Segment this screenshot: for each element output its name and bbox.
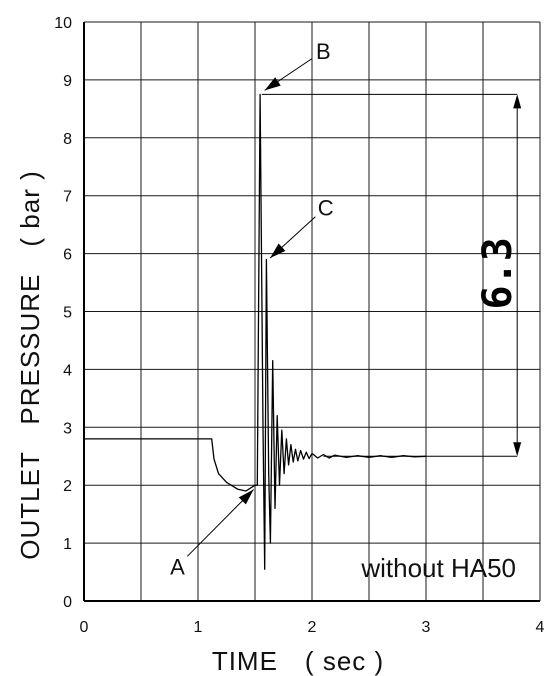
x-tick-label: 2 xyxy=(308,619,317,636)
annotation-label-a: A xyxy=(170,554,185,579)
dimension-annotation: 6.3 xyxy=(261,93,522,457)
series-line xyxy=(84,93,427,570)
dimension-arrowhead-bottom xyxy=(513,442,522,457)
annotation-label-c: C xyxy=(318,195,334,220)
y-tick-label: 3 xyxy=(63,420,72,437)
y-tick-label: 0 xyxy=(63,594,72,611)
y-tick-label: 1 xyxy=(63,536,72,553)
y-tick-label: 9 xyxy=(63,73,72,90)
point-annotations: A B C xyxy=(170,39,334,579)
x-tick-label: 4 xyxy=(536,619,544,636)
plot-frame xyxy=(83,21,541,602)
inset-label: without HA50 xyxy=(360,553,516,583)
y-tick-label: 4 xyxy=(63,362,72,379)
annotation-arrowhead-b xyxy=(264,77,281,91)
annotation-arrowhead-a xyxy=(238,489,254,505)
y-tick-label: 10 xyxy=(54,15,72,32)
x-tick-label: 3 xyxy=(422,619,431,636)
y-tick-label: 5 xyxy=(63,305,72,322)
y-tick-label: 2 xyxy=(63,478,72,495)
dimension-label: 6.3 xyxy=(475,237,521,309)
y-tick-label: 7 xyxy=(63,189,72,206)
x-tick-label: 1 xyxy=(194,619,203,636)
annotation-arrowhead-c xyxy=(270,243,286,259)
y-tick-label: 8 xyxy=(63,131,72,148)
x-axis-title: TIME ( sec ) xyxy=(212,646,384,676)
annotation-label-b: B xyxy=(316,39,331,64)
y-axis-title: OUTLET PRESSURE ( bar ) xyxy=(15,170,45,559)
dimension-arrowhead-top xyxy=(513,94,522,109)
series-layer xyxy=(84,93,427,570)
x-tick-label: 0 xyxy=(80,619,89,636)
y-tick-label: 6 xyxy=(63,247,72,264)
axis-ticks: 0 1 2 3 4 5 6 7 8 9 10 0 1 2 3 4 xyxy=(54,15,544,636)
grid xyxy=(84,22,540,601)
